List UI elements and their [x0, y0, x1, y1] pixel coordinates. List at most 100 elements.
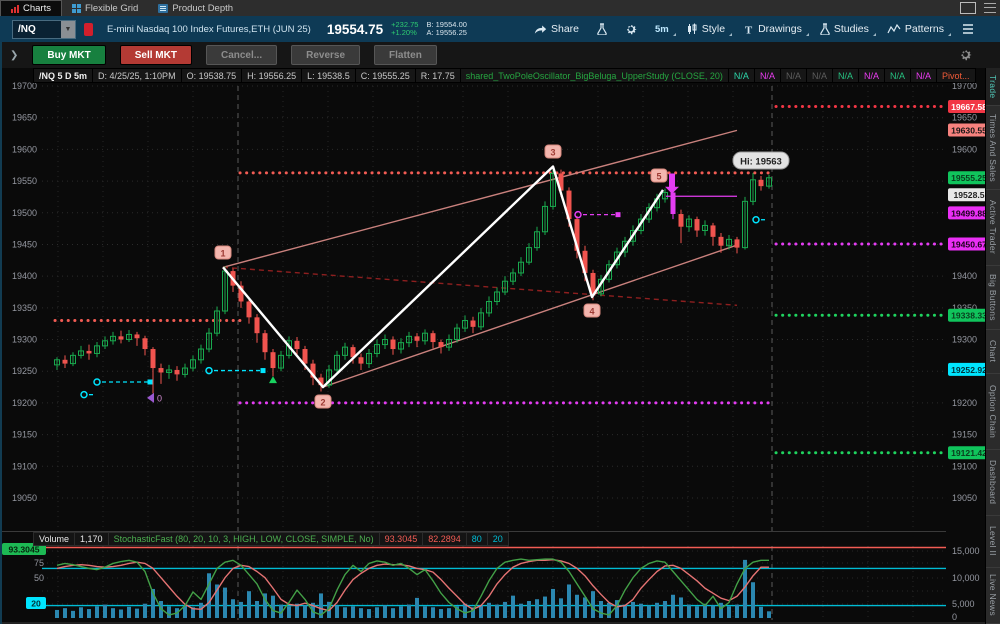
signal-circle-icon [205, 366, 213, 375]
pattern-point-number: 4 [589, 307, 594, 317]
sell-mkt-button[interactable]: Sell MKT [119, 45, 192, 65]
menu-icon[interactable] [984, 3, 996, 13]
price-level-badge-text: 19252.92 [951, 365, 986, 375]
price-axis-label: 19300 [952, 335, 977, 345]
workspace-tab-flexible-grid[interactable]: Flexible Grid [62, 0, 148, 16]
symbol-input[interactable]: /NQ [18, 23, 36, 35]
toolbar-style-button[interactable]: Style [679, 20, 733, 38]
pattern-point-number: 2 [320, 398, 325, 408]
dropdown-corner-icon [729, 33, 733, 36]
price-axis-label: 19400 [952, 271, 977, 281]
pattern-point-badge [544, 144, 562, 159]
flask-icon [820, 23, 830, 35]
price-axis-label: 19050 [12, 493, 37, 503]
dropdown-corner-icon [672, 32, 676, 36]
sidebar-tab-option-chain[interactable]: Option Chain [986, 374, 1000, 450]
last-price: 19554.75 [326, 21, 384, 37]
sidebar-tab-dashboard[interactable]: Dashboard [986, 449, 1000, 516]
chart-header-cell-7[interactable]: shared_TwoPoleOscillator_BigBeluga_Upper… [460, 68, 729, 83]
chart-header-cell-14[interactable]: N/A [885, 68, 912, 83]
chart-header-cell-9[interactable]: N/A [754, 68, 781, 83]
price-level-badge [948, 446, 986, 460]
toolbar-alerts-button[interactable] [589, 20, 615, 38]
expand-chevron-icon[interactable]: ❯ [10, 49, 19, 61]
signal-square-icon [260, 368, 266, 374]
trend-line [322, 244, 738, 388]
toolbar-menu-button[interactable] [954, 21, 982, 37]
buy-mkt-button[interactable]: Buy MKT [32, 45, 106, 65]
sidebar-tab-trade[interactable]: Trade [986, 68, 1000, 107]
futures-badge-icon [84, 22, 93, 36]
volume-axis-label: 5,000 [952, 599, 975, 609]
toolbar-label: Drawings [758, 23, 802, 35]
maximize-icon[interactable] [960, 2, 976, 14]
signal-square-icon [615, 212, 621, 218]
price-axis-label: 19650 [12, 113, 37, 123]
reverse-mkt-button: Reverse [291, 45, 361, 65]
workspace-tab-charts[interactable]: Charts [0, 0, 62, 16]
sidebar-tab-chart[interactable]: Chart [986, 329, 1000, 375]
sidebar-tab-big-buttons[interactable]: Big Buttons [986, 265, 1000, 330]
workspace-tabs: Charts Flexible Grid Product Depth [0, 0, 243, 16]
ask-value: A: 19556.25 [426, 28, 467, 37]
dropdown-corner-icon [948, 33, 951, 36]
pattern-point-badge [214, 245, 232, 260]
chart-header-cell-11[interactable]: N/A [806, 68, 833, 83]
zigzag-pattern-line [222, 165, 665, 389]
symbol-dropdown-button[interactable]: ▼ [61, 20, 75, 38]
chart-header-cell-5: C: 19555.25 [355, 68, 416, 83]
toolbar-patterns-button[interactable]: Patterns [879, 20, 952, 38]
order-entry-bar: ❯ Buy MKT Sell MKT Cancel... Reverse Flatten [0, 42, 1000, 69]
toolbar-timeframe-button[interactable]: 5m [647, 21, 677, 38]
symbol-input-box[interactable]: /NQ ▼ [12, 19, 76, 39]
change-value: +232.75 [391, 20, 419, 29]
price-axis-label: 19600 [952, 144, 977, 154]
chart-panel: /NQ 5 D 5m D: 4/25/25, 1:10PM O: 19538.75 H… [0, 68, 1000, 624]
price-level-badge [948, 237, 986, 251]
sidebar-tab-level-ii[interactable]: Level II [986, 515, 1000, 568]
chart-header-cell-2: O: 19538.75 [181, 68, 243, 83]
order-settings-gear-icon[interactable] [959, 48, 972, 66]
price-level-badge-text: 19338.33 [951, 311, 986, 321]
toolbar-settings-button[interactable] [617, 20, 645, 38]
toolbar-label: Style [701, 23, 726, 35]
high-tooltip [732, 151, 790, 170]
gear-icon [625, 23, 637, 35]
toolbar-share-button[interactable]: Share [526, 20, 587, 38]
left-edge-accent [0, 42, 2, 624]
sidebar-tab-active-trader[interactable]: Active Trader [986, 190, 1000, 266]
price-axis-label: 19450 [12, 239, 37, 249]
price-axis-label: 19200 [952, 398, 977, 408]
panel-header-cell-0[interactable]: Volume [33, 532, 76, 546]
toolbar-studies-button[interactable]: Studies [812, 20, 877, 38]
chart-header-cell-13[interactable]: N/A [859, 68, 886, 83]
chart-header-cell-15[interactable]: N/A [911, 68, 938, 83]
price-level-badge-text: 19499.88 [951, 208, 986, 218]
sidebar-tab-live-news[interactable]: Live News [986, 567, 1000, 624]
candles [54, 168, 772, 394]
chart-canvas[interactable]: 0 1 2 3 4 5 Hi: 19563 19700 19700 19650 19650 19600… [0, 68, 986, 624]
price-axis-label: 19100 [952, 461, 977, 471]
price-axis-label: 19050 [952, 493, 977, 503]
price-axis-label: 19550 [12, 176, 37, 186]
panel-header-cell-5: 80 [466, 532, 488, 546]
chart-header-cell-16[interactable]: Pivot... [937, 68, 976, 83]
right-gadget-sidebar: Trade Times And Sales Active Trader Big But… [985, 68, 1000, 624]
price-axis-label: 19600 [12, 144, 37, 154]
tabbar-right-icons [960, 2, 996, 14]
price-level-badge [948, 100, 986, 114]
chart-header-cell-10[interactable]: N/A [780, 68, 807, 83]
price-level-badge [948, 308, 986, 322]
stoch-axis-label: 75 [34, 558, 44, 568]
sidebar-tab-times-and-sales[interactable]: Times And Sales [986, 106, 1000, 191]
chart-header-cell-12[interactable]: N/A [832, 68, 859, 83]
toolbar-label: Studies [833, 23, 869, 35]
buy-signal-arrow-icon [269, 376, 277, 384]
toolbar-drawings-button[interactable]: T Drawings [735, 20, 810, 38]
signal-square-icon [147, 379, 153, 385]
panel-header-cell-2[interactable]: StochasticFast (80, 20, 10, 3, HIGH, LOW… [108, 532, 380, 546]
chart-header-cell-8[interactable]: N/A [728, 68, 755, 83]
chart-toolbar: Share 5m Style T Drawings Studies Patterns [526, 16, 982, 42]
symbol-description: E-mini Nasdaq 100 Index Futures,ETH (JUN… [107, 23, 311, 35]
workspace-tab-product-depth[interactable]: Product Depth [148, 0, 243, 16]
